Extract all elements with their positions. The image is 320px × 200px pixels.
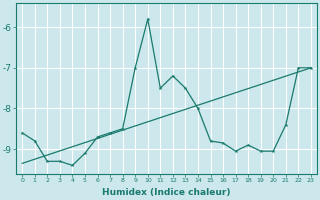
X-axis label: Humidex (Indice chaleur): Humidex (Indice chaleur) xyxy=(102,188,231,197)
